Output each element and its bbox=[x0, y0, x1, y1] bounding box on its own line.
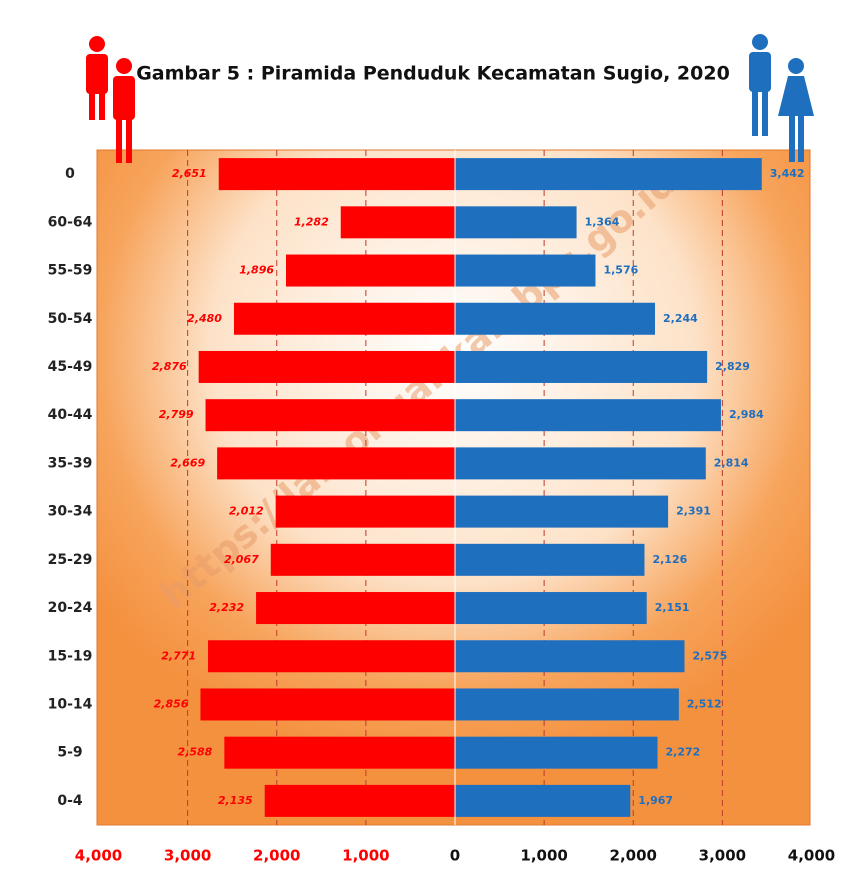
bar bbox=[455, 399, 721, 432]
x-tick-label: 3,000 bbox=[699, 847, 746, 865]
y-tick-label: 55-59 bbox=[48, 263, 93, 279]
bar bbox=[455, 495, 669, 528]
bar bbox=[205, 399, 455, 432]
bar bbox=[455, 543, 645, 576]
y-tick-label: 20-24 bbox=[48, 600, 93, 616]
bar bbox=[455, 592, 647, 625]
bar bbox=[233, 302, 455, 335]
y-tick-label: 0 bbox=[65, 166, 75, 182]
y-tick-label: 25-29 bbox=[48, 552, 93, 568]
y-tick-label: 5-9 bbox=[57, 745, 82, 761]
y-tick-label: 45-49 bbox=[48, 359, 93, 375]
bar bbox=[455, 206, 577, 239]
value-label: 2,512 bbox=[687, 697, 722, 710]
bar bbox=[200, 688, 455, 721]
value-label: 1,896 bbox=[239, 264, 274, 277]
value-label: 1,967 bbox=[638, 794, 673, 807]
value-label: 2,814 bbox=[714, 456, 749, 469]
value-label: 2,984 bbox=[729, 408, 764, 421]
value-label: 2,771 bbox=[161, 649, 196, 662]
value-label: 2,135 bbox=[218, 794, 253, 807]
x-tick-label: 1,000 bbox=[520, 847, 567, 865]
bar bbox=[455, 688, 679, 721]
value-label: 2,651 bbox=[172, 167, 207, 180]
x-tick-label: 0 bbox=[450, 847, 460, 865]
y-tick-label: 30-34 bbox=[48, 504, 93, 520]
bar bbox=[208, 640, 455, 673]
y-tick-label: 0-4 bbox=[57, 793, 83, 809]
female-icon bbox=[749, 34, 814, 162]
y-tick-label: 60-64 bbox=[48, 214, 93, 230]
value-label: 1,282 bbox=[294, 215, 329, 228]
chart-title: Gambar 5 : Piramida Penduduk Kecamatan S… bbox=[136, 63, 730, 85]
value-label: 2,669 bbox=[170, 456, 205, 469]
bar bbox=[455, 158, 762, 191]
value-label: 2,876 bbox=[152, 360, 187, 373]
x-tick-label: 2,000 bbox=[610, 847, 657, 865]
y-tick-label: 35-39 bbox=[48, 455, 93, 471]
bar bbox=[455, 784, 631, 817]
bar bbox=[455, 302, 655, 335]
value-label: 2,575 bbox=[692, 649, 727, 662]
value-label: 2,067 bbox=[224, 553, 259, 566]
y-tick-label: 10-14 bbox=[48, 696, 93, 712]
y-tick-label: 15-19 bbox=[48, 648, 93, 664]
value-label: 2,244 bbox=[663, 312, 698, 325]
value-label: 2,799 bbox=[159, 408, 194, 421]
bar bbox=[217, 447, 455, 480]
value-label: 2,856 bbox=[154, 697, 189, 710]
bar bbox=[286, 254, 455, 287]
bar bbox=[455, 254, 596, 287]
plot-area bbox=[96, 149, 811, 826]
bar bbox=[275, 495, 455, 528]
bar bbox=[455, 350, 708, 383]
bar bbox=[455, 447, 706, 480]
y-tick-label: 50-54 bbox=[48, 311, 93, 327]
bar bbox=[264, 784, 455, 817]
value-label: 1,576 bbox=[603, 264, 638, 277]
bar bbox=[455, 640, 685, 673]
value-label: 2,272 bbox=[665, 746, 700, 759]
value-label: 2,151 bbox=[655, 601, 690, 614]
bar bbox=[256, 592, 455, 625]
male-icon bbox=[86, 36, 135, 163]
value-label: 2,391 bbox=[676, 505, 711, 518]
x-tick-label: 2,000 bbox=[253, 847, 300, 865]
x-tick-label: 4,000 bbox=[75, 847, 122, 865]
value-label: 2,480 bbox=[187, 312, 222, 325]
value-label: 2,588 bbox=[178, 746, 213, 759]
value-label: 2,829 bbox=[715, 360, 750, 373]
value-label: 2,012 bbox=[229, 505, 264, 518]
value-label: 2,126 bbox=[652, 553, 687, 566]
x-tick-label: 1,000 bbox=[342, 847, 389, 865]
value-label: 2,232 bbox=[209, 601, 244, 614]
value-label: 3,442 bbox=[770, 167, 805, 180]
x-tick-label: 4,000 bbox=[788, 847, 835, 865]
bar bbox=[198, 350, 455, 383]
bar bbox=[218, 158, 455, 191]
bar bbox=[224, 736, 455, 769]
bar bbox=[340, 206, 455, 239]
bar bbox=[455, 736, 658, 769]
value-label: 1,364 bbox=[585, 215, 620, 228]
y-tick-label: 40-44 bbox=[48, 407, 93, 423]
x-tick-label: 3,000 bbox=[164, 847, 211, 865]
bar bbox=[270, 543, 455, 576]
